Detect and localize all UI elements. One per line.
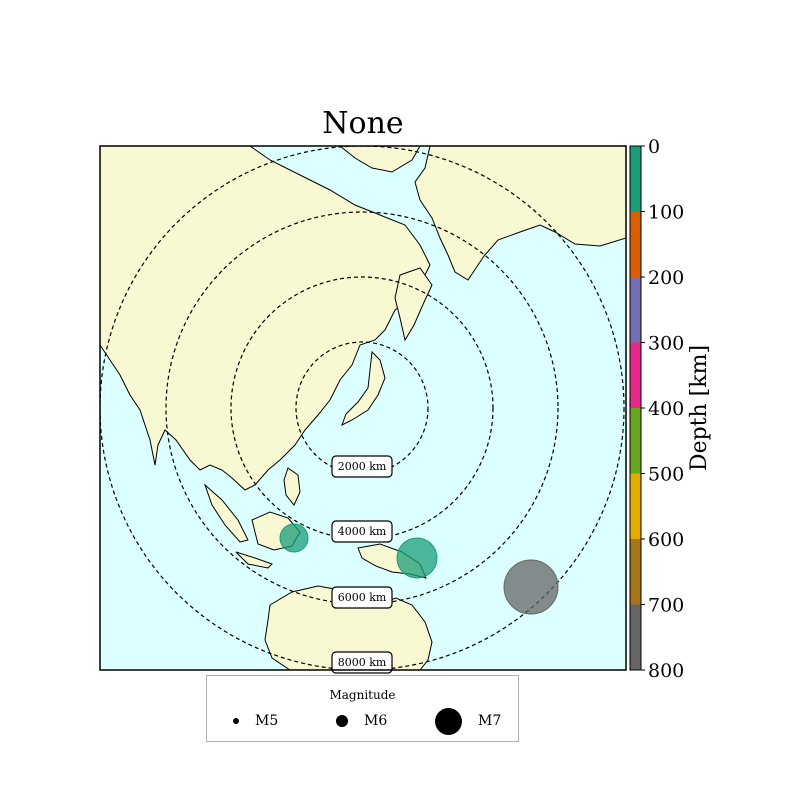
- colorbar-tick-500: 500: [648, 464, 684, 486]
- land-layer: [100, 146, 626, 670]
- legend-dot-m7: [435, 707, 462, 735]
- colorbar-tick-800: 800: [648, 660, 684, 682]
- ring-2000km: [295, 341, 429, 475]
- legend-item-m6: M6: [336, 710, 387, 732]
- colorbar-tick-300: 300: [648, 333, 684, 355]
- legend-label-m6: M6: [364, 713, 388, 729]
- ring-6000km: [165, 211, 559, 605]
- ring-label-8000: 8000 km: [338, 656, 387, 669]
- legend-dot-m6: [336, 715, 348, 727]
- event-marker-3[interactable]: [503, 559, 559, 615]
- colorbar-tick-0: 0: [648, 136, 660, 158]
- land-sumatra: [203, 483, 249, 543]
- colorbar-segment-7: [630, 604, 641, 670]
- land-asia: [100, 146, 431, 491]
- colorbar-segment-4: [630, 408, 641, 474]
- colorbar-segment-5: [630, 473, 641, 539]
- magnitude-legend: Magnitude M5 M6 M7: [206, 675, 519, 742]
- depth-colorbar: 0 100 200 300 400 500 600 700 800 Depth …: [629, 136, 712, 682]
- ring-label-4000: 4000 km: [338, 525, 387, 538]
- legend-dot-m5: [233, 718, 239, 724]
- colorbar-segment-0: [630, 146, 641, 212]
- land-japan: [341, 350, 386, 427]
- ring-labels: 2000 km 4000 km 6000 km 8000 km: [331, 455, 393, 674]
- land-philippines: [283, 467, 301, 506]
- land-north-america: [414, 146, 626, 281]
- colorbar-segment-3: [630, 342, 641, 408]
- legend-item-m7: M7: [435, 707, 502, 735]
- event-marker-1[interactable]: [279, 523, 309, 553]
- colorbar-tick-100: 100: [648, 202, 684, 224]
- map-title: None: [322, 106, 404, 141]
- colorbar-tick-600: 600: [648, 529, 684, 551]
- colorbar-tick-400: 400: [648, 398, 684, 420]
- land-arctic-islands: [339, 146, 421, 173]
- legend-label-m5: M5: [255, 713, 279, 729]
- legend-item-m5: M5: [233, 710, 278, 732]
- event-marker-2[interactable]: [396, 537, 438, 579]
- colorbar-tick-700: 700: [648, 595, 684, 617]
- ring-label-6000: 6000 km: [338, 591, 387, 604]
- land-java: [235, 551, 273, 569]
- ring-8000km: [100, 146, 625, 670]
- earthquake-markers: [279, 523, 559, 615]
- legend-label-m7: M7: [478, 713, 502, 729]
- map-frame: [99, 145, 627, 671]
- colorbar-segment-1: [630, 211, 641, 277]
- colorbar-segment-6: [630, 539, 641, 605]
- colorbar-segment-2: [630, 277, 641, 343]
- colorbar-tick-200: 200: [648, 267, 684, 289]
- legend-title: Magnitude: [329, 688, 396, 702]
- land-kamchatka: [394, 267, 433, 342]
- colorbar-label: Depth [km]: [687, 345, 712, 471]
- ring-label-2000: 2000 km: [338, 460, 387, 473]
